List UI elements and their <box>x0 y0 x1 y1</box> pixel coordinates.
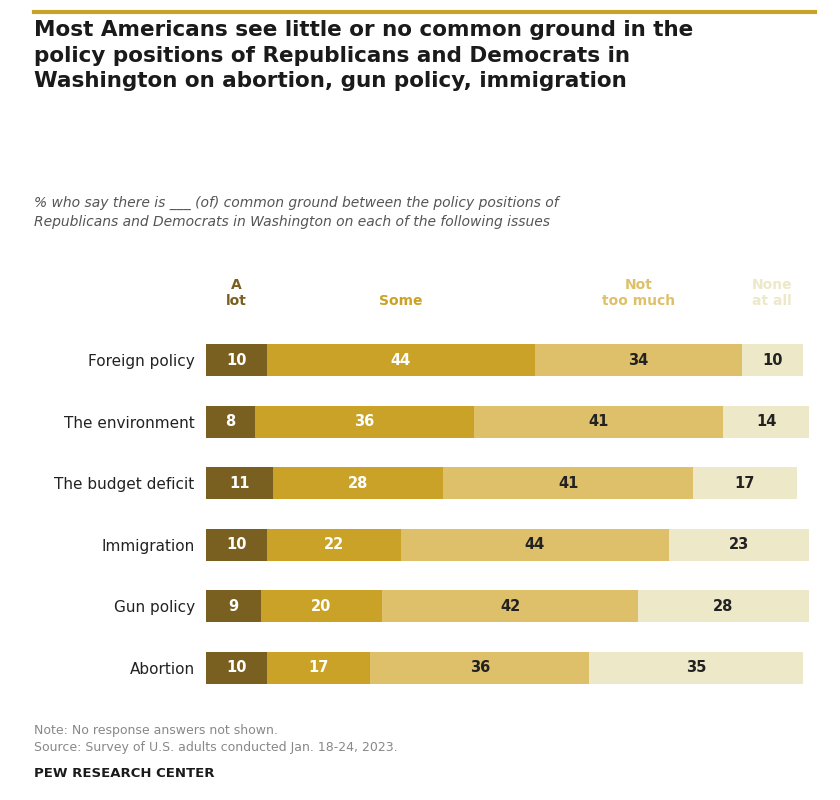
Bar <box>206 406 255 438</box>
Text: 14: 14 <box>756 414 776 429</box>
Text: None
at all: None at all <box>752 278 792 308</box>
Bar <box>273 467 444 499</box>
Bar <box>590 652 803 684</box>
Text: 9: 9 <box>228 599 239 614</box>
Bar <box>206 467 273 499</box>
Bar <box>669 529 809 561</box>
Text: 28: 28 <box>348 476 368 490</box>
Bar <box>206 652 267 684</box>
Bar <box>535 344 742 376</box>
Text: Note: No response answers not shown.
Source: Survey of U.S. adults conducted Jan: Note: No response answers not shown. Sou… <box>34 724 397 754</box>
Text: 35: 35 <box>685 661 706 675</box>
Text: 20: 20 <box>312 599 332 614</box>
Text: PEW RESEARCH CENTER: PEW RESEARCH CENTER <box>34 767 214 780</box>
Bar <box>370 652 590 684</box>
Text: Most Americans see little or no common ground in the
policy positions of Republi: Most Americans see little or no common g… <box>34 20 693 91</box>
Text: Some: Some <box>379 294 423 308</box>
Text: 41: 41 <box>558 476 579 490</box>
Text: 44: 44 <box>524 538 545 552</box>
Text: 17: 17 <box>308 661 328 675</box>
Text: 22: 22 <box>323 538 344 552</box>
Text: 11: 11 <box>229 476 249 490</box>
Text: A
lot: A lot <box>226 278 247 308</box>
Text: 23: 23 <box>728 538 748 552</box>
Bar <box>693 467 796 499</box>
Text: 10: 10 <box>762 353 782 367</box>
Bar <box>267 344 535 376</box>
Text: 10: 10 <box>226 353 246 367</box>
Bar <box>638 590 809 622</box>
Bar <box>723 406 809 438</box>
Bar <box>382 590 638 622</box>
Text: 28: 28 <box>713 599 733 614</box>
Bar <box>267 652 370 684</box>
Text: Not
too much: Not too much <box>601 278 675 308</box>
Text: % who say there is ___ (of) common ground between the policy positions of
Republ: % who say there is ___ (of) common groun… <box>34 196 559 229</box>
Bar <box>401 529 669 561</box>
Bar <box>255 406 474 438</box>
Text: 8: 8 <box>225 414 235 429</box>
Text: 10: 10 <box>226 538 246 552</box>
Text: 41: 41 <box>588 414 609 429</box>
Bar <box>206 529 267 561</box>
Text: 36: 36 <box>354 414 375 429</box>
Bar <box>474 406 723 438</box>
Text: 17: 17 <box>734 476 755 490</box>
Text: 44: 44 <box>391 353 411 367</box>
Bar <box>206 344 267 376</box>
Bar <box>260 590 382 622</box>
Text: 34: 34 <box>628 353 648 367</box>
Bar <box>206 590 260 622</box>
Text: 42: 42 <box>500 599 521 614</box>
Bar <box>742 344 802 376</box>
Text: 36: 36 <box>470 661 490 675</box>
Text: 10: 10 <box>226 661 246 675</box>
Bar <box>444 467 693 499</box>
Bar <box>267 529 401 561</box>
